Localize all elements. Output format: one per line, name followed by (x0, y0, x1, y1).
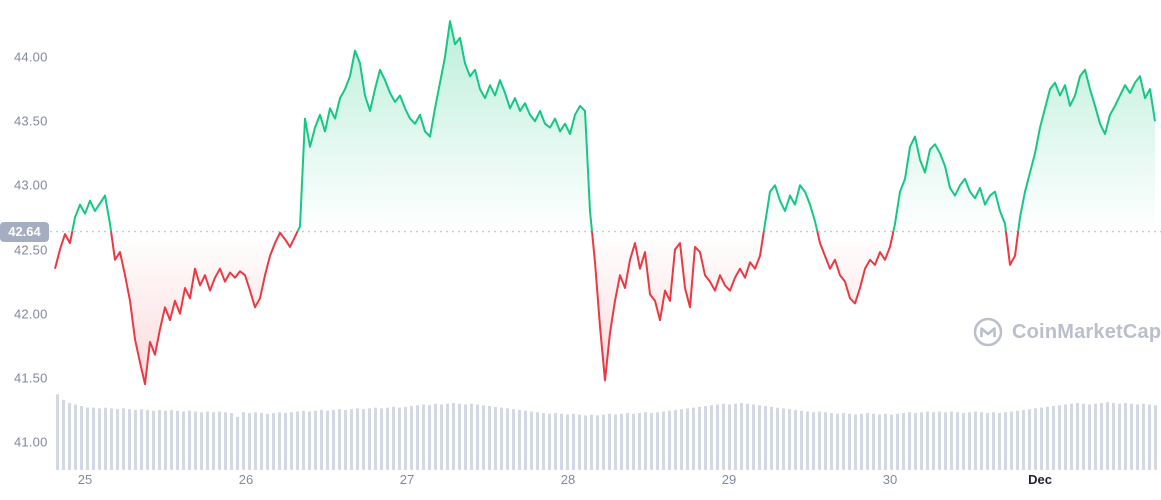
price-line-up (71, 20, 1156, 232)
watermark-text: CoinMarketCap (1012, 320, 1161, 343)
x-axis-label: 25 (77, 472, 93, 487)
x-axis-label: 29 (721, 472, 737, 487)
x-axis-label: 26 (238, 472, 254, 487)
y-axis-label: 43.00 (14, 177, 48, 193)
x-axis-label: 30 (882, 472, 898, 487)
x-axis-label: 28 (560, 472, 576, 487)
watermark: CoinMarketCap (972, 316, 1161, 348)
volume-bars (56, 394, 1157, 470)
x-axis-label: 27 (399, 472, 415, 487)
y-axis-label: 44.00 (14, 49, 48, 65)
price-line-down (54, 231, 1020, 386)
y-axis-label: 42.00 (14, 306, 48, 322)
y-axis-label: 41.00 (14, 434, 48, 450)
y-axis-label: 43.50 (14, 113, 48, 129)
y-axis-label: 42.50 (14, 242, 48, 257)
x-axis-label: Dec (1028, 472, 1052, 487)
y-axis-label: 41.50 (14, 370, 48, 386)
coinmarketcap-logo-icon (973, 317, 1003, 347)
current-price-label: 42.64 (8, 224, 41, 240)
current-price-badge: 42.64 (0, 221, 49, 242)
